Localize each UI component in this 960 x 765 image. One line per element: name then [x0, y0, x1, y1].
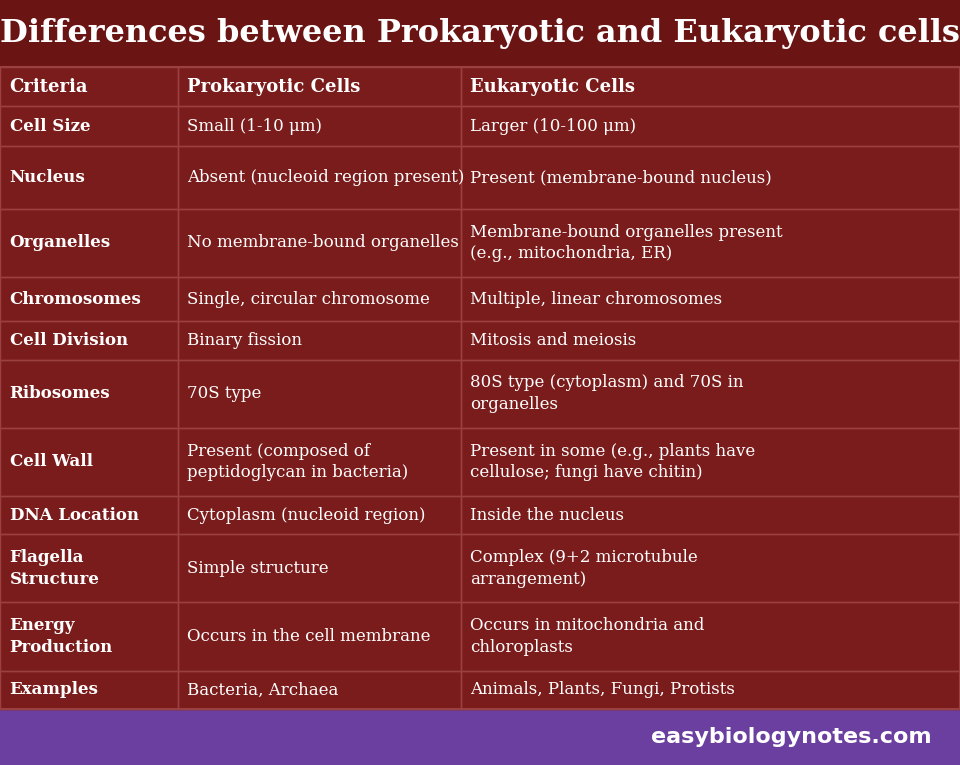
Bar [0, 277, 178, 321]
Bar [0, 709, 960, 765]
Bar [178, 106, 461, 146]
Text: Mitosis and meiosis: Mitosis and meiosis [470, 332, 636, 349]
Text: 70S type: 70S type [187, 386, 261, 402]
Bar [461, 603, 960, 671]
Text: Small (1-10 μm): Small (1-10 μm) [187, 118, 323, 135]
Bar [178, 321, 461, 360]
Text: Cell Division: Cell Division [10, 332, 128, 349]
Text: Inside the nucleus: Inside the nucleus [470, 506, 624, 523]
Text: No membrane-bound organelles: No membrane-bound organelles [187, 234, 459, 252]
Bar [0, 360, 178, 428]
Bar [0, 428, 178, 496]
Text: Ribosomes: Ribosomes [10, 386, 110, 402]
Bar [178, 277, 461, 321]
Text: Animals, Plants, Fungi, Protists: Animals, Plants, Fungi, Protists [470, 682, 735, 698]
Text: Cytoplasm (nucleoid region): Cytoplasm (nucleoid region) [187, 506, 425, 523]
Text: Occurs in the cell membrane: Occurs in the cell membrane [187, 628, 431, 645]
Text: Membrane-bound organelles present
(e.g., mitochondria, ER): Membrane-bound organelles present (e.g.,… [470, 223, 783, 262]
Bar [178, 428, 461, 496]
Text: 80S type (cytoplasm) and 70S in
organelles: 80S type (cytoplasm) and 70S in organell… [470, 375, 744, 413]
Bar [0, 67, 178, 106]
Text: Complex (9+2 microtubule
arrangement): Complex (9+2 microtubule arrangement) [470, 549, 698, 588]
Text: Present (membrane-bound nucleus): Present (membrane-bound nucleus) [470, 169, 772, 186]
Text: DNA Location: DNA Location [10, 506, 138, 523]
Bar [178, 360, 461, 428]
Text: Flagella
Structure: Flagella Structure [10, 549, 100, 588]
Text: Present (composed of
peptidoglycan in bacteria): Present (composed of peptidoglycan in ba… [187, 442, 408, 481]
Bar [461, 671, 960, 709]
Bar [178, 209, 461, 277]
Bar [0, 671, 178, 709]
Text: Chromosomes: Chromosomes [10, 291, 141, 308]
Bar [0, 603, 178, 671]
Text: Eukaryotic Cells: Eukaryotic Cells [470, 77, 636, 96]
Text: Single, circular chromosome: Single, circular chromosome [187, 291, 430, 308]
Bar [461, 496, 960, 535]
Text: Organelles: Organelles [10, 234, 110, 252]
Text: Cell Wall: Cell Wall [10, 454, 92, 470]
Text: Multiple, linear chromosomes: Multiple, linear chromosomes [470, 291, 723, 308]
Text: Cell Size: Cell Size [10, 118, 90, 135]
Bar [178, 671, 461, 709]
Text: Energy
Production: Energy Production [10, 617, 113, 656]
Text: Absent (nucleoid region present): Absent (nucleoid region present) [187, 169, 465, 186]
Text: Criteria: Criteria [10, 77, 88, 96]
Bar [461, 106, 960, 146]
Bar [0, 535, 178, 603]
Bar [0, 146, 178, 209]
Bar [178, 535, 461, 603]
Bar [461, 321, 960, 360]
Bar [0, 496, 178, 535]
Text: Simple structure: Simple structure [187, 560, 329, 577]
Bar [178, 603, 461, 671]
Text: Present in some (e.g., plants have
cellulose; fungi have chitin): Present in some (e.g., plants have cellu… [470, 442, 756, 481]
Bar [0, 106, 178, 146]
Text: Bacteria, Archaea: Bacteria, Archaea [187, 682, 339, 698]
Bar [461, 535, 960, 603]
Text: easybiologynotes.com: easybiologynotes.com [651, 727, 931, 747]
Bar [0, 0, 960, 67]
Bar [461, 428, 960, 496]
Text: Nucleus: Nucleus [10, 169, 85, 186]
Text: Differences between Prokaryotic and Eukaryotic cells: Differences between Prokaryotic and Euka… [0, 18, 960, 49]
Bar [461, 360, 960, 428]
Text: Examples: Examples [10, 682, 99, 698]
Bar [461, 209, 960, 277]
Text: Prokaryotic Cells: Prokaryotic Cells [187, 77, 361, 96]
Text: Occurs in mitochondria and
chloroplasts: Occurs in mitochondria and chloroplasts [470, 617, 705, 656]
Bar [178, 496, 461, 535]
Bar [0, 209, 178, 277]
Text: Binary fission: Binary fission [187, 332, 302, 349]
Bar [0, 67, 960, 709]
Text: Larger (10-100 μm): Larger (10-100 μm) [470, 118, 636, 135]
Bar [178, 146, 461, 209]
Bar [461, 146, 960, 209]
Bar [0, 321, 178, 360]
Bar [461, 277, 960, 321]
Bar [178, 67, 461, 106]
Bar [461, 67, 960, 106]
